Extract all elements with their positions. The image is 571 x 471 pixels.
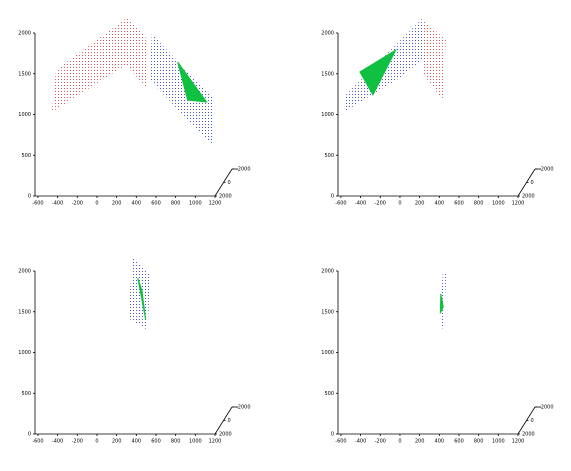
x-tick-label: 800	[474, 201, 484, 207]
z-tick-label: 1500	[321, 309, 334, 315]
x-tick-label: -200	[72, 439, 83, 445]
x-tick-label: -200	[375, 201, 386, 207]
x-tick-label: -200	[72, 201, 83, 207]
z-tick-label: 0	[331, 432, 334, 438]
z-tick-label: 1500	[18, 309, 31, 315]
x-tick-label: 400	[132, 439, 142, 445]
x-tick-label: 1200	[209, 439, 222, 445]
depth-tick-label: 0	[531, 418, 534, 424]
depth-tick-label: 2000	[522, 194, 535, 200]
depth-tick-label: 2000	[219, 194, 232, 200]
x-tick-label: 600	[151, 439, 161, 445]
point-cloud	[359, 48, 398, 96]
depth-tick-label: 0	[228, 180, 231, 186]
z-tick-label: 2000	[321, 269, 334, 275]
z-tick-label: 1500	[321, 71, 334, 77]
x-tick-label: 200	[112, 439, 122, 445]
x-tick-label: -400	[52, 439, 63, 445]
x-tick-label: 400	[132, 201, 142, 207]
z-tick-label: 1000	[18, 350, 31, 356]
z-tick-label: 2000	[18, 269, 31, 275]
z-tick-label: 500	[21, 153, 31, 159]
x-tick-label: 800	[171, 439, 181, 445]
point-cloud	[177, 61, 208, 103]
x-tick-label: 0	[398, 439, 401, 445]
x-tick-label: 0	[398, 201, 401, 207]
z-tick-label: 1000	[18, 112, 31, 118]
depth-tick-label: 0	[531, 180, 534, 186]
x-tick-label: 800	[171, 201, 181, 207]
x-tick-label: 600	[151, 201, 161, 207]
x-tick-label: 600	[454, 201, 464, 207]
x-tick-label: -400	[355, 439, 366, 445]
point-cloud	[149, 33, 213, 147]
depth-tick-label: -2000	[236, 167, 251, 173]
depth-tick-label: 0	[228, 418, 231, 424]
x-tick-label: 0	[95, 201, 98, 207]
x-tick-label: -600	[32, 439, 43, 445]
point-cloud	[51, 17, 148, 113]
z-tick-label: 2000	[18, 31, 31, 37]
z-tick-label: 0	[331, 194, 334, 200]
x-tick-label: 400	[435, 201, 445, 207]
x-tick-label: 1000	[189, 201, 202, 207]
x-tick-label: 600	[454, 439, 464, 445]
x-tick-label: 200	[415, 439, 425, 445]
x-tick-label: 0	[95, 439, 98, 445]
point-cloud	[439, 271, 447, 331]
x-tick-label: -400	[52, 201, 63, 207]
depth-tick-label: 2000	[219, 432, 232, 438]
depth-tick-label: -2000	[236, 405, 251, 411]
x-tick-label: -600	[335, 439, 346, 445]
point-cloud	[137, 277, 147, 321]
z-tick-label: 0	[28, 194, 31, 200]
x-tick-label: 800	[474, 439, 484, 445]
x-tick-label: 1200	[209, 201, 222, 207]
point-cloud	[423, 19, 446, 100]
x-tick-label: 1200	[512, 201, 525, 207]
x-tick-label: -600	[335, 201, 346, 207]
z-tick-label: 1000	[321, 112, 334, 118]
z-tick-label: 1000	[321, 350, 334, 356]
depth-tick-label: -2000	[539, 405, 554, 411]
z-tick-label: 500	[324, 391, 334, 397]
z-tick-label: 0	[28, 432, 31, 438]
x-tick-label: 200	[112, 201, 122, 207]
x-tick-label: -600	[32, 201, 43, 207]
x-tick-label: -400	[355, 201, 366, 207]
x-tick-label: 400	[435, 439, 445, 445]
x-tick-label: -200	[375, 439, 386, 445]
z-tick-label: 1500	[18, 71, 31, 77]
z-tick-label: 500	[21, 391, 31, 397]
x-tick-label: 1000	[492, 439, 505, 445]
point-cloud	[439, 293, 444, 314]
x-tick-label: 200	[415, 201, 425, 207]
x-tick-label: 1200	[512, 439, 525, 445]
x-tick-label: 1000	[492, 201, 505, 207]
z-tick-label: 500	[324, 153, 334, 159]
point-cloud	[127, 257, 150, 331]
depth-tick-label: 2000	[522, 432, 535, 438]
z-tick-label: 2000	[321, 31, 334, 37]
x-tick-label: 1000	[189, 439, 202, 445]
depth-tick-label: -2000	[539, 167, 554, 173]
